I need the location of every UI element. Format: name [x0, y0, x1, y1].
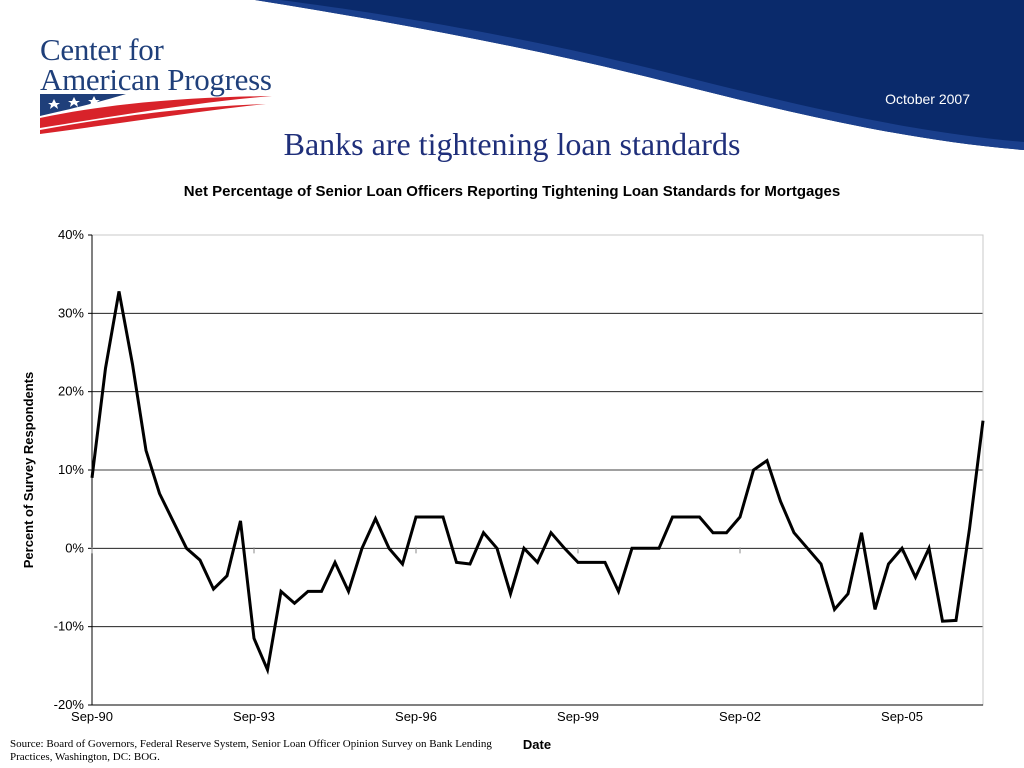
- y-tick-label: -20%: [54, 697, 85, 712]
- grid-lines: [92, 234, 983, 628]
- x-tick-label: Sep-99: [557, 709, 599, 724]
- line-chart: -20% -10% 0% 10% 20% 30% 40% Sep-90 Sep-93 Sep-96…: [21, 227, 985, 752]
- series-line: [90, 291, 985, 676]
- slide-date: October 2007: [885, 91, 970, 107]
- source-note: Source: Board of Governors, Federal Rese…: [10, 738, 492, 763]
- slide-title: Banks are tightening loan standards: [283, 126, 741, 162]
- x-tick-label: Sep-02: [719, 709, 761, 724]
- y-tick-label: 30%: [58, 305, 84, 320]
- x-tick-label: Sep-05: [881, 709, 923, 724]
- series-layer: [90, 291, 985, 676]
- x-tick-label: Sep-90: [71, 709, 113, 724]
- axis-labels: -20% -10% 0% 10% 20% 30% 40% Sep-90 Sep-93 Sep-96…: [21, 227, 923, 752]
- header-banner: [255, 0, 1024, 150]
- logo-text-line1: Center for: [40, 32, 164, 67]
- y-tick-label: 10%: [58, 462, 84, 477]
- y-axis-label: Percent of Survey Respondents: [21, 372, 36, 569]
- y-tick-label: 0%: [65, 540, 84, 555]
- logo: Center for American Progress: [36, 30, 286, 135]
- y-tick-label: 40%: [58, 227, 84, 242]
- chart-title: Net Percentage of Senior Loan Officers R…: [183, 183, 841, 200]
- logo-text-line2: American Progress: [40, 62, 272, 97]
- y-tick-label: -10%: [54, 619, 85, 634]
- x-axis-label: Date: [523, 737, 551, 752]
- x-tick-label: Sep-93: [233, 709, 275, 724]
- y-tick-label: 20%: [58, 384, 84, 399]
- x-tick-label: Sep-96: [395, 709, 437, 724]
- flag-icon: [40, 94, 272, 134]
- banner-swoosh-highlight: [255, 0, 1024, 150]
